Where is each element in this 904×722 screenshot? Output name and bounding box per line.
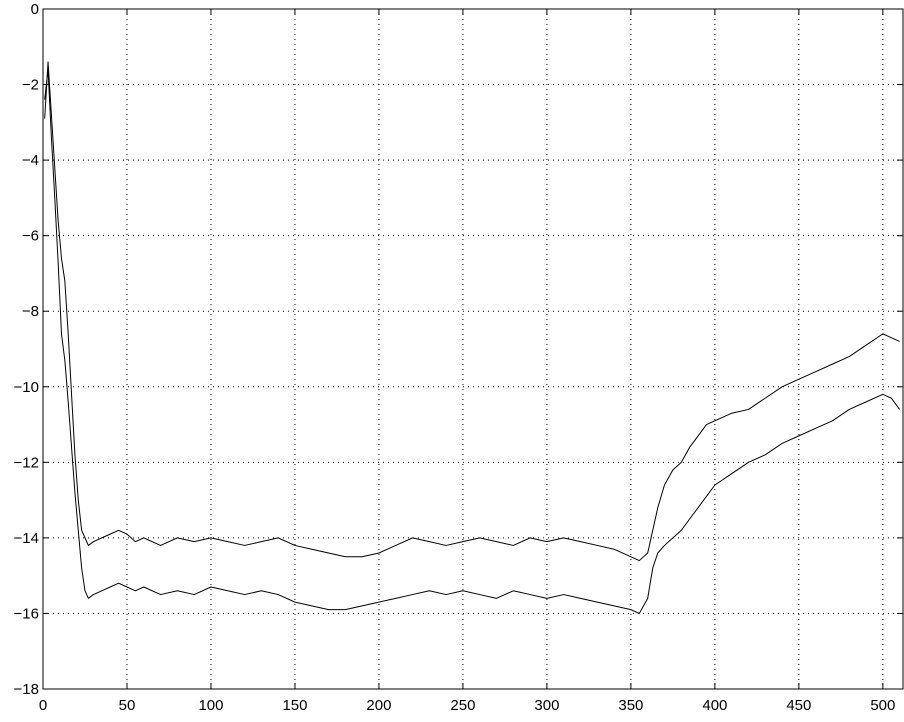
x-tick-label: 50 xyxy=(119,697,136,714)
y-tick-label: −10 xyxy=(14,379,39,396)
axis-ticks xyxy=(42,8,903,690)
x-tick-label: 400 xyxy=(702,697,727,714)
x-tick-label: 300 xyxy=(534,697,559,714)
x-tick-label: 150 xyxy=(282,697,307,714)
y-tick-label: 0 xyxy=(31,1,39,18)
x-tick-label: 200 xyxy=(366,697,391,714)
grid xyxy=(43,9,903,689)
x-tick-label: 350 xyxy=(618,697,643,714)
x-tick-label: 250 xyxy=(450,697,475,714)
y-tick-label: −16 xyxy=(14,605,39,622)
y-tick-label: −12 xyxy=(14,454,39,471)
y-tick-label: −18 xyxy=(14,681,39,698)
x-tick-label: 500 xyxy=(870,697,895,714)
y-tick-label: −14 xyxy=(14,530,39,547)
series-line-2 xyxy=(44,68,901,614)
tick-labels: 0 50 100 150 200 250 300 350 400 450 500 0 −2 −4 −6 −8 −… xyxy=(14,1,896,714)
x-tick-label: 0 xyxy=(39,697,47,714)
plot-frame xyxy=(42,8,904,690)
series-layer xyxy=(44,61,901,614)
y-tick-label: −6 xyxy=(22,228,39,245)
y-tick-label: −4 xyxy=(22,152,39,169)
x-tick-label: 100 xyxy=(198,697,223,714)
x-tick-label: 450 xyxy=(786,697,811,714)
series-line-1 xyxy=(44,61,900,562)
y-tick-label: −2 xyxy=(22,77,39,94)
y-tick-label: −8 xyxy=(22,303,39,320)
